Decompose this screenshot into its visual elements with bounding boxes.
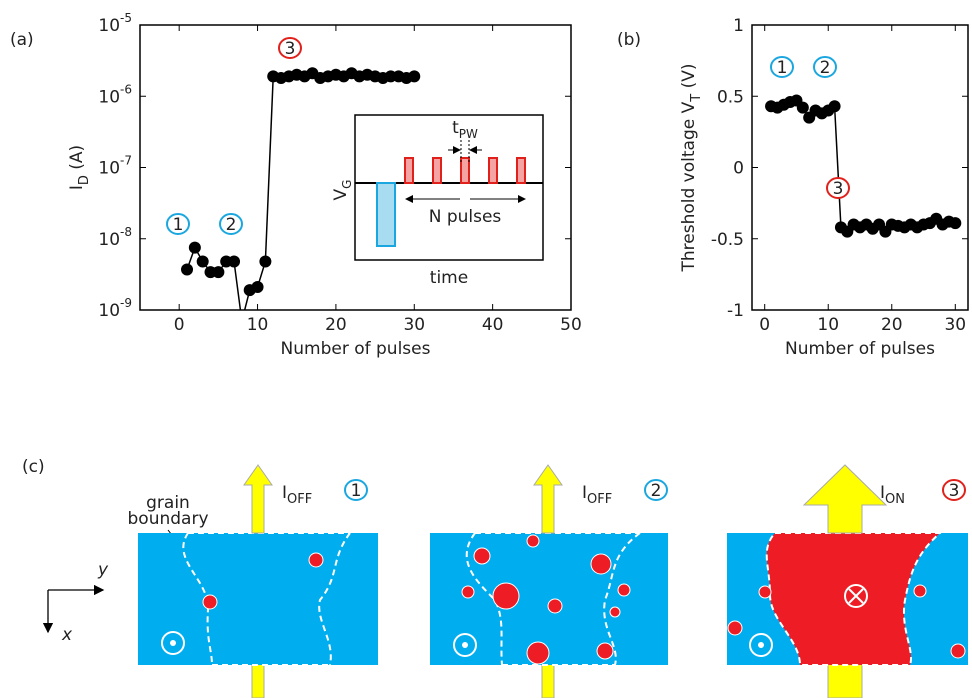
data-point <box>196 255 209 268</box>
tick-base: 10 <box>98 301 120 321</box>
series <box>765 94 962 238</box>
current-label: IOFF <box>582 483 612 507</box>
y-tick-label: 10-5 <box>98 11 132 36</box>
y-tick-label: -1 <box>727 301 744 321</box>
panel-c: (c) y x grain boundary IOFF 1 IOFF 2 ION 3 <box>22 457 968 698</box>
state-circle <box>942 479 966 501</box>
erase-pulse <box>376 182 396 247</box>
annotation-circle <box>770 56 794 78</box>
inset-count-label: N pulses <box>429 207 502 227</box>
panel-label: (a) <box>10 30 34 50</box>
x-tick-label: 20 <box>881 315 903 335</box>
y-tick-label: -0.5 <box>711 230 744 250</box>
state-circle <box>344 479 368 501</box>
tick-exponent: -5 <box>120 11 132 25</box>
y-axis-label-part: (A) <box>67 145 87 175</box>
y-axis-label-part: (V) <box>679 64 699 94</box>
x-tick-label: 10 <box>247 315 269 335</box>
y-tick-label: 0 <box>733 159 744 179</box>
annotation-circle <box>826 177 850 199</box>
state-number: 2 <box>651 481 662 501</box>
y-tick-label: 0.5 <box>717 87 744 107</box>
x-tick-label: 50 <box>560 315 582 335</box>
x-tick-label: 40 <box>482 315 504 335</box>
annotation-circle <box>278 37 302 59</box>
x-axis-label: Number of pulses <box>785 339 935 359</box>
panel-label: (c) <box>22 457 45 477</box>
tick-exponent: -7 <box>120 154 132 168</box>
x-axis-label: Number of pulses <box>281 339 431 359</box>
tick-exponent: -9 <box>120 296 132 310</box>
x-tick-label: 20 <box>325 315 347 335</box>
annotation: 1 <box>777 58 788 78</box>
x-tick-label: 30 <box>403 315 425 335</box>
y-tick-label: 1 <box>733 16 744 36</box>
inset-x-label: time <box>430 268 468 288</box>
data-point <box>251 281 264 294</box>
pulses <box>404 157 526 184</box>
annotation: 3 <box>833 179 844 199</box>
annotation: 3 <box>285 39 296 59</box>
inset-y-label: VG <box>331 180 354 201</box>
axis-x-label: x <box>61 625 73 645</box>
current-sub: OFF <box>287 492 312 507</box>
current-sub: OFF <box>587 492 612 507</box>
y-tick-label: 10-7 <box>98 154 132 179</box>
inset-width-label: tPW <box>452 118 478 141</box>
annotation-circle <box>813 56 837 78</box>
tick-base: 10 <box>98 230 120 250</box>
data-point <box>188 241 201 254</box>
y-axis-label: Threshold voltage VT (V) <box>679 64 704 273</box>
data-point <box>228 255 241 268</box>
tick-base: 10 <box>98 87 120 107</box>
annotation-circle <box>166 213 190 235</box>
x-tick-label: 0 <box>174 315 185 335</box>
boundary-label: grain <box>146 493 190 513</box>
y-tick-label: 10-6 <box>98 82 132 107</box>
state-number: 1 <box>351 481 362 501</box>
x-tick-label: 0 <box>759 315 770 335</box>
annotation-circle <box>219 213 243 235</box>
data-point <box>796 101 809 114</box>
data-point <box>949 217 962 230</box>
data-point <box>212 266 225 279</box>
y-axis-label-part: D <box>77 175 92 185</box>
annotation: 2 <box>820 58 831 78</box>
tick-base: 10 <box>98 16 120 36</box>
axis-y-label: y <box>97 560 109 580</box>
data-line <box>770 99 956 233</box>
tick-exponent: -8 <box>120 225 132 239</box>
annotation: 2 <box>226 215 237 235</box>
tick-base: 10 <box>98 159 120 179</box>
annotation: 1 <box>173 215 184 235</box>
series <box>181 67 421 310</box>
current-main: I <box>582 483 587 503</box>
data-point <box>828 100 841 113</box>
tick-exponent: -6 <box>120 82 132 96</box>
panel-label: (b) <box>617 30 641 50</box>
y-axis-label: ID (A) <box>67 145 92 190</box>
current-label: IOFF <box>282 483 312 507</box>
y-axis-label-part: Threshold voltage V <box>679 101 699 272</box>
inset: tPW N pulses time VG <box>331 114 544 288</box>
y-axis-label-part: I <box>67 185 87 190</box>
y-axis-label-part: T <box>689 94 704 103</box>
y-tick-label: 10-9 <box>98 296 132 321</box>
data-point <box>181 263 194 276</box>
state-number: 3 <box>949 481 960 501</box>
state-circle <box>644 479 668 501</box>
x-tick-label: 10 <box>817 315 839 335</box>
current-main: I <box>282 483 287 503</box>
data-point <box>408 70 421 83</box>
x-tick-label: 30 <box>944 315 966 335</box>
boundary-label: boundary <box>128 509 209 529</box>
data-point <box>259 255 272 268</box>
y-tick-label: 10-8 <box>98 225 132 250</box>
current-main: I <box>880 483 885 503</box>
current-sub: ON <box>885 492 905 507</box>
current-label: ION <box>880 483 905 507</box>
